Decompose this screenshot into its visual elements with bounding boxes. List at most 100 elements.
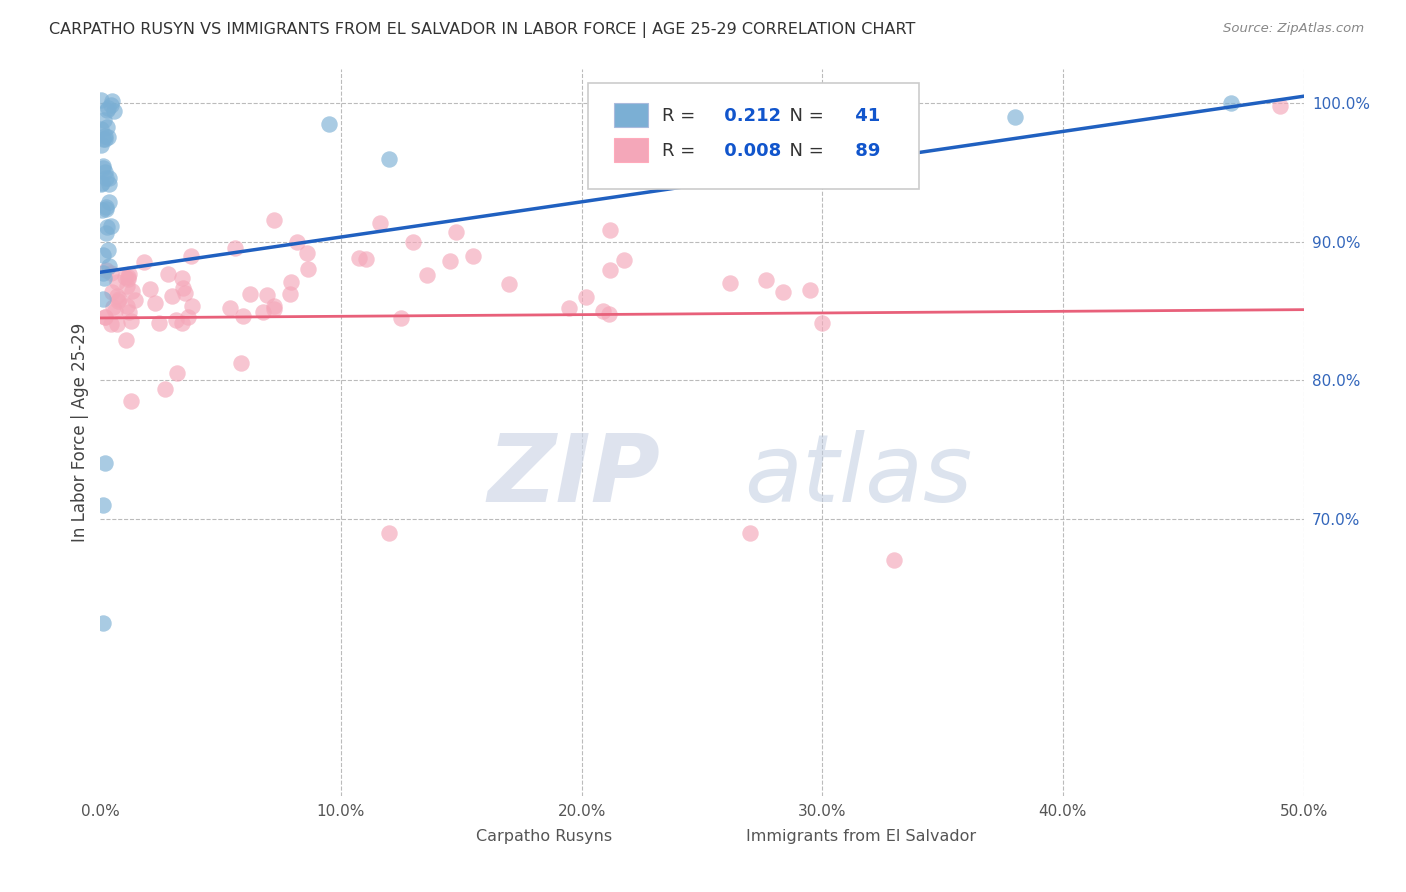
Point xyxy=(613,252,636,267)
Point xyxy=(100,98,122,112)
Point xyxy=(156,267,179,281)
Point xyxy=(772,285,794,299)
Point xyxy=(263,301,285,316)
Point xyxy=(755,272,778,286)
Point xyxy=(181,299,204,313)
Point xyxy=(718,276,741,290)
Point xyxy=(1268,99,1291,113)
Point xyxy=(170,271,193,285)
Point xyxy=(94,132,117,146)
Point xyxy=(318,117,340,131)
Point xyxy=(232,309,254,323)
Point xyxy=(295,245,318,260)
Point xyxy=(498,277,520,291)
Point xyxy=(118,305,141,319)
Point xyxy=(148,316,170,330)
Point xyxy=(263,213,285,227)
Point xyxy=(91,615,114,630)
FancyBboxPatch shape xyxy=(614,137,648,161)
Point xyxy=(389,311,412,326)
Point xyxy=(98,177,121,191)
Point xyxy=(252,304,274,318)
Text: 41: 41 xyxy=(849,107,880,125)
Point xyxy=(402,235,425,250)
Point xyxy=(91,292,114,306)
Point xyxy=(172,316,194,330)
Point xyxy=(91,498,114,512)
Point xyxy=(105,289,128,303)
Y-axis label: In Labor Force | Age 25-29: In Labor Force | Age 25-29 xyxy=(72,323,89,542)
Point xyxy=(280,276,302,290)
Text: 0.212: 0.212 xyxy=(717,107,780,125)
Point xyxy=(134,254,156,268)
Point xyxy=(96,263,118,277)
Point xyxy=(416,268,439,282)
Point xyxy=(1220,96,1243,111)
Point xyxy=(91,132,114,146)
FancyBboxPatch shape xyxy=(588,83,918,188)
Point xyxy=(94,200,117,214)
Point xyxy=(139,282,162,296)
FancyBboxPatch shape xyxy=(443,829,470,845)
Point xyxy=(97,130,120,145)
Text: N =: N = xyxy=(778,107,830,125)
Point xyxy=(90,121,112,136)
FancyBboxPatch shape xyxy=(714,829,741,845)
Point xyxy=(98,194,121,209)
Point xyxy=(115,279,138,293)
Point xyxy=(378,152,401,166)
Point xyxy=(114,269,136,284)
Point xyxy=(165,313,187,327)
Text: Immigrants from El Salvador: Immigrants from El Salvador xyxy=(747,829,977,844)
Point xyxy=(93,271,115,285)
Text: ZIP: ZIP xyxy=(486,430,659,522)
Point xyxy=(91,202,114,217)
Point xyxy=(98,259,121,273)
Point xyxy=(96,202,118,217)
Point xyxy=(172,281,194,295)
Point xyxy=(354,252,377,266)
Point xyxy=(883,553,905,567)
Point xyxy=(97,101,120,115)
Point xyxy=(118,267,141,281)
Point xyxy=(107,294,129,309)
Text: CARPATHO RUSYN VS IMMIGRANTS FROM EL SALVADOR IN LABOR FORCE | AGE 25-29 CORRELA: CARPATHO RUSYN VS IMMIGRANTS FROM EL SAL… xyxy=(49,22,915,38)
FancyBboxPatch shape xyxy=(614,103,648,127)
Text: Carpatho Rusyns: Carpatho Rusyns xyxy=(475,829,612,844)
Point xyxy=(96,120,118,134)
Point xyxy=(575,290,598,304)
Point xyxy=(90,138,112,153)
Point xyxy=(219,301,242,315)
Point xyxy=(101,300,124,314)
Point xyxy=(811,316,834,330)
Point xyxy=(114,333,136,347)
Point xyxy=(91,161,114,175)
Text: R =: R = xyxy=(662,107,702,125)
Point xyxy=(461,249,484,263)
Point xyxy=(121,284,143,298)
Text: 0.008: 0.008 xyxy=(717,142,780,160)
Point xyxy=(799,283,821,297)
Point xyxy=(120,394,142,409)
Point xyxy=(100,317,122,331)
Text: N =: N = xyxy=(778,142,830,160)
Point xyxy=(94,128,117,143)
Point xyxy=(90,93,112,107)
Point xyxy=(103,104,125,119)
Point xyxy=(224,242,246,256)
Point xyxy=(557,301,579,315)
Point xyxy=(285,235,308,249)
Point xyxy=(1004,110,1026,124)
Point xyxy=(599,263,621,277)
Point xyxy=(101,285,124,300)
Point xyxy=(738,525,761,540)
Text: 89: 89 xyxy=(849,142,880,160)
Point xyxy=(117,272,139,286)
Point xyxy=(368,216,391,230)
Point xyxy=(96,219,118,234)
Point xyxy=(120,314,142,328)
Text: R =: R = xyxy=(662,142,702,160)
Text: Source: ZipAtlas.com: Source: ZipAtlas.com xyxy=(1223,22,1364,36)
Point xyxy=(98,171,121,186)
Point xyxy=(378,525,401,540)
